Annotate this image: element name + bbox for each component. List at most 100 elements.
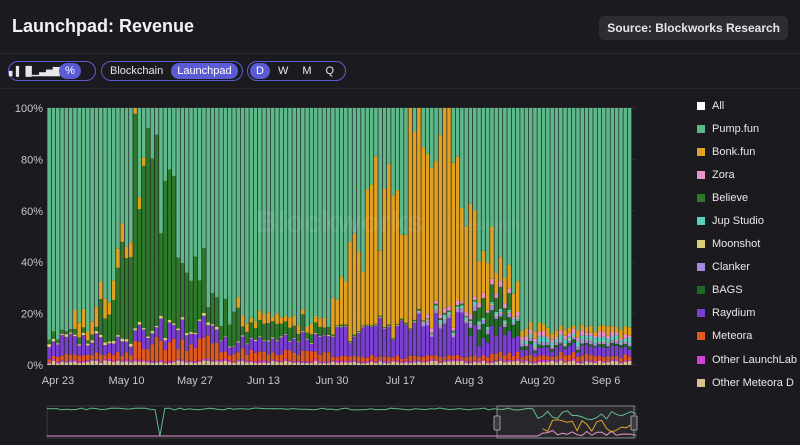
bar-moonshot[interactable]	[288, 341, 292, 342]
bar-bonk-fun[interactable]	[468, 203, 473, 315]
bar-moonshot[interactable]	[64, 334, 69, 337]
bar-zora[interactable]	[606, 335, 610, 340]
bar-other-launchlab[interactable]	[154, 361, 159, 363]
bar-pump-fun[interactable]	[111, 108, 116, 281]
bar-meteora[interactable]	[292, 352, 297, 362]
bar-other-launchlab[interactable]	[623, 360, 628, 362]
bar-believe[interactable]	[94, 326, 99, 331]
bar-meteora[interactable]	[421, 356, 425, 362]
bar-other-meteora-d[interactable]	[94, 361, 99, 365]
bar-pump-fun[interactable]	[395, 108, 400, 191]
bar-believe[interactable]	[103, 318, 107, 343]
bar-believe[interactable]	[378, 315, 382, 317]
bar-bonk-fun[interactable]	[124, 246, 129, 259]
bar-moonshot[interactable]	[361, 326, 365, 328]
legend-item-bonk-fun[interactable]: Bonk.fun	[697, 140, 797, 163]
bar-believe[interactable]	[412, 319, 417, 322]
bar-believe[interactable]	[275, 323, 279, 341]
bar-raydium[interactable]	[305, 339, 309, 351]
bar-other-launchlab[interactable]	[554, 360, 559, 363]
legend-item-raydium[interactable]: Raydium	[697, 302, 797, 325]
bar-pump-fun[interactable]	[386, 108, 391, 164]
bar-other-meteora-d[interactable]	[86, 361, 90, 365]
bar-meteora[interactable]	[227, 355, 232, 361]
bar-moonshot[interactable]	[223, 336, 228, 337]
bar-bonk-fun[interactable]	[503, 277, 507, 304]
bar-raydium[interactable]	[154, 327, 159, 338]
bar-raydium[interactable]	[369, 326, 374, 356]
bar-meteora[interactable]	[193, 348, 198, 362]
bar-meteora[interactable]	[481, 355, 486, 360]
bar-jup-studio[interactable]	[537, 336, 542, 343]
bar-moonshot[interactable]	[73, 334, 77, 337]
bar-pump-fun[interactable]	[511, 108, 516, 294]
bar-meteora[interactable]	[90, 355, 94, 360]
bar-other-launchlab[interactable]	[68, 360, 73, 363]
bar-pump-fun[interactable]	[425, 108, 430, 154]
bar-believe[interactable]	[417, 308, 421, 311]
bar-bonk-fun[interactable]	[576, 330, 580, 338]
bar-other-meteora-d[interactable]	[197, 361, 202, 365]
bar-bonk-fun[interactable]	[399, 234, 404, 319]
bar-jup-studio[interactable]	[584, 335, 589, 339]
bar-meteora[interactable]	[412, 355, 417, 361]
bar-bonk-fun[interactable]	[451, 162, 456, 328]
bar-bonk-fun[interactable]	[98, 281, 103, 300]
bar-other-meteora-d[interactable]	[515, 360, 520, 365]
bar-raydium[interactable]	[558, 345, 563, 352]
bar-pump-fun[interactable]	[318, 108, 322, 319]
bar-pump-fun[interactable]	[322, 108, 327, 318]
bar-clanker[interactable]	[601, 342, 606, 345]
bar-believe[interactable]	[180, 263, 185, 318]
bar-raydium[interactable]	[567, 346, 572, 355]
bar-bags[interactable]	[601, 344, 606, 348]
bar-other-launchlab[interactable]	[107, 359, 112, 362]
bar-pump-fun[interactable]	[614, 108, 619, 327]
bar-bonk-fun[interactable]	[511, 293, 516, 317]
bar-other-meteora-d[interactable]	[318, 363, 322, 365]
bar-other-launchlab[interactable]	[447, 359, 451, 362]
bar-believe[interactable]	[240, 326, 245, 336]
bar-other-meteora-d[interactable]	[546, 362, 550, 365]
bar-pump-fun[interactable]	[528, 108, 533, 322]
bar-pump-fun[interactable]	[154, 108, 159, 135]
bar-zora[interactable]	[460, 301, 464, 304]
bar-believe[interactable]	[460, 303, 464, 306]
bar-meteora[interactable]	[270, 352, 275, 360]
bar-bags[interactable]	[481, 323, 486, 339]
bar-bonk-fun[interactable]	[515, 281, 520, 313]
bar-pump-fun[interactable]	[266, 108, 271, 313]
bar-raydium[interactable]	[348, 342, 352, 357]
bar-raydium[interactable]	[111, 343, 116, 355]
bar-raydium[interactable]	[352, 336, 357, 356]
bar-other-meteora-d[interactable]	[490, 362, 494, 365]
bar-other-meteora-d[interactable]	[567, 361, 572, 365]
bar-clanker[interactable]	[485, 330, 490, 335]
bar-pump-fun[interactable]	[601, 108, 606, 326]
bar-other-meteora-d[interactable]	[464, 362, 468, 365]
bar-raydium[interactable]	[520, 349, 524, 358]
bar-raydium[interactable]	[163, 340, 168, 350]
bar-moonshot[interactable]	[116, 335, 120, 337]
bar-meteora[interactable]	[378, 356, 382, 360]
bar-meteora[interactable]	[283, 350, 288, 359]
bar-jup-studio[interactable]	[490, 302, 494, 304]
bar-bonk-fun[interactable]	[498, 257, 503, 282]
bar-pump-fun[interactable]	[193, 108, 198, 257]
bar-other-launchlab[interactable]	[434, 359, 438, 362]
bar-other-launchlab[interactable]	[309, 361, 314, 364]
bar-pump-fun[interactable]	[270, 108, 275, 317]
bar-zora[interactable]	[425, 314, 430, 319]
legend-item-moonshot[interactable]: Moonshot	[697, 233, 797, 256]
bar-raydium[interactable]	[68, 333, 73, 355]
bar-moonshot[interactable]	[550, 346, 554, 347]
bar-meteora[interactable]	[472, 355, 477, 361]
bar-other-meteora-d[interactable]	[498, 360, 503, 365]
bar-other-launchlab[interactable]	[210, 360, 215, 362]
bar-meteora[interactable]	[318, 354, 322, 362]
bar-other-meteora-d[interactable]	[404, 362, 408, 365]
bar-other-meteora-d[interactable]	[176, 360, 180, 365]
bar-other-meteora-d[interactable]	[386, 363, 391, 365]
bar-other-meteora-d[interactable]	[270, 361, 275, 365]
bar-pump-fun[interactable]	[589, 108, 593, 326]
